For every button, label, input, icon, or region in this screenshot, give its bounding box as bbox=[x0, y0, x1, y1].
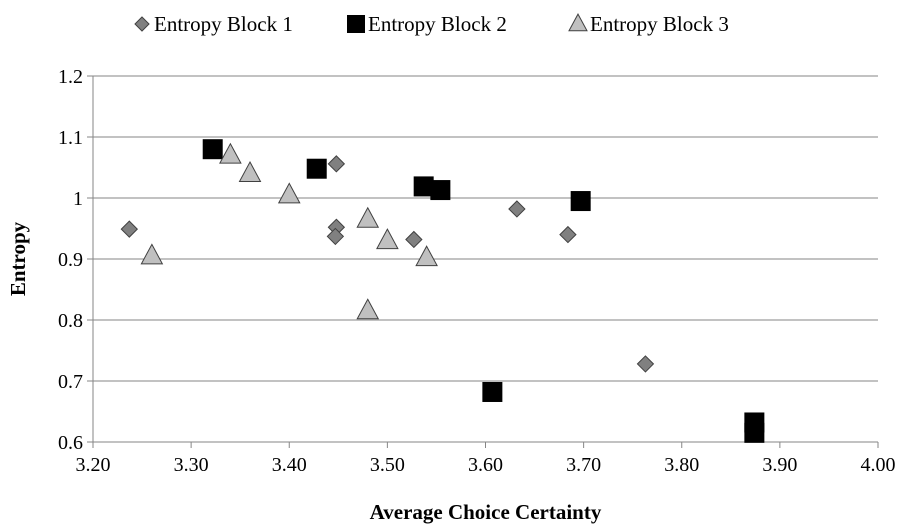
legend: Entropy Block 1 Entropy Block 2 Entropy Bl… bbox=[134, 12, 729, 36]
x-tick-label: 4.00 bbox=[861, 454, 896, 476]
y-tick-label: 0.8 bbox=[58, 310, 83, 332]
y-tick-label: 1.2 bbox=[58, 66, 83, 88]
point-diamond-marker bbox=[508, 200, 526, 218]
x-tick-label: 3.20 bbox=[76, 454, 111, 476]
y-tick-label: 0.7 bbox=[58, 371, 83, 393]
legend-label: Entropy Block 1 bbox=[154, 12, 293, 36]
point-diamond-marker bbox=[636, 355, 655, 373]
point-diamond-marker bbox=[559, 225, 577, 244]
point-square-marker bbox=[202, 139, 223, 160]
data-points bbox=[120, 139, 765, 443]
point-triangle-marker bbox=[376, 228, 399, 250]
point-triangle-marker bbox=[140, 243, 164, 265]
legend-item: Entropy Block 1 bbox=[134, 12, 293, 36]
x-tick-label: 3.50 bbox=[370, 454, 405, 476]
x-axis-title: Average Choice Certainty bbox=[370, 500, 602, 524]
x-tick-label: 3.30 bbox=[174, 454, 209, 476]
series-1 bbox=[120, 155, 655, 373]
point-triangle-marker bbox=[415, 245, 438, 267]
legend-triangle-icon bbox=[568, 13, 588, 32]
y-axis-title: Entropy bbox=[6, 221, 30, 296]
point-square-marker bbox=[570, 191, 591, 212]
point-diamond-marker bbox=[326, 227, 345, 246]
x-tick-label: 3.40 bbox=[272, 454, 307, 476]
x-tick-label: 3.90 bbox=[762, 454, 797, 476]
x-tick-label: 3.60 bbox=[468, 454, 503, 476]
point-diamond-marker bbox=[405, 230, 423, 249]
point-square-marker bbox=[306, 158, 327, 179]
point-square-marker bbox=[413, 176, 434, 197]
x-tick-label: 3.70 bbox=[566, 454, 601, 476]
point-triangle-marker bbox=[356, 298, 380, 320]
series-3 bbox=[140, 142, 438, 320]
legend-diamond-icon bbox=[134, 16, 150, 32]
point-square-marker bbox=[744, 422, 765, 443]
point-square-marker bbox=[430, 180, 451, 201]
point-triangle-marker bbox=[238, 160, 262, 182]
point-triangle-marker bbox=[277, 182, 301, 204]
point-square-marker bbox=[482, 381, 503, 402]
y-tick-label: 0.9 bbox=[58, 249, 83, 271]
legend-item: Entropy Block 2 bbox=[347, 12, 507, 36]
point-diamond-marker bbox=[120, 220, 139, 238]
series-2 bbox=[202, 139, 765, 443]
legend-square-icon bbox=[347, 15, 365, 33]
point-triangle-marker bbox=[219, 142, 242, 164]
x-tick-label: 3.80 bbox=[664, 454, 699, 476]
y-tick-label: 1.1 bbox=[58, 127, 83, 149]
point-diamond-marker bbox=[327, 155, 346, 173]
legend-label: Entropy Block 3 bbox=[590, 12, 729, 36]
gridlines bbox=[93, 75, 878, 443]
y-tick-label: 0.6 bbox=[58, 432, 83, 454]
legend-label: Entropy Block 2 bbox=[368, 12, 507, 36]
point-triangle-marker bbox=[356, 206, 380, 228]
axes: 0.6 0.7 0.8 0.9 1 1.1 1.2 3.20 3.30 3.40 3.50 3.60 3… bbox=[58, 66, 896, 476]
y-tick-label: 1 bbox=[73, 188, 83, 210]
legend-item: Entropy Block 3 bbox=[568, 12, 729, 36]
